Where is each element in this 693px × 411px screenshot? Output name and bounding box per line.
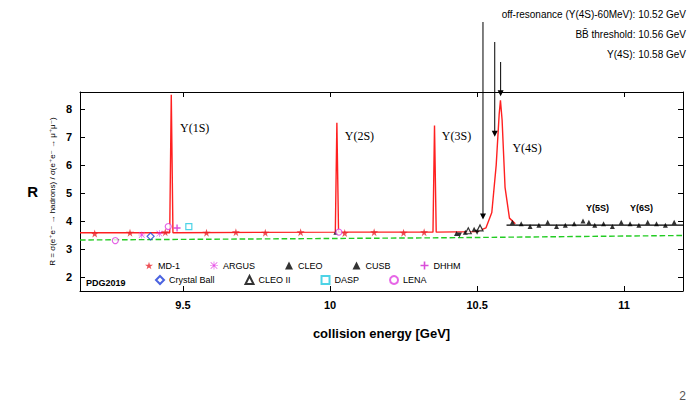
svg-text:DHHM: DHHM (434, 261, 461, 271)
svg-text:Υ(4S): 10.58 GeV: Υ(4S): 10.58 GeV (607, 49, 686, 60)
svg-text:9.5: 9.5 (175, 299, 190, 311)
svg-text:CLEO II: CLEO II (259, 275, 291, 285)
svg-text:5: 5 (66, 187, 72, 199)
svg-text:2: 2 (66, 271, 72, 283)
svg-text:2: 2 (679, 389, 686, 403)
svg-text:Υ(2S): Υ(2S) (345, 129, 374, 143)
svg-text:3: 3 (66, 243, 72, 255)
svg-text:Υ(3S): Υ(3S) (442, 129, 471, 143)
svg-text:LENA: LENA (403, 275, 427, 285)
svg-text:off-resonance (Υ(4S)-60MeV): 1: off-resonance (Υ(4S)-60MeV): 10.52 GeV (502, 9, 687, 20)
svg-text:Υ(4S): Υ(4S) (512, 141, 541, 155)
svg-text:DASP: DASP (335, 275, 360, 285)
svg-text:Υ(6S): Υ(6S) (630, 203, 653, 213)
svg-text:Υ(1S): Υ(1S) (180, 121, 209, 135)
svg-text:R: R (27, 183, 38, 200)
svg-text:11: 11 (618, 299, 630, 311)
svg-text:7: 7 (66, 131, 72, 143)
svg-text:R = σ(e⁺e⁻ → hadrons) / σ(e⁺e⁻: R = σ(e⁺e⁻ → hadrons) / σ(e⁺e⁻ → μ⁺μ⁻) (48, 117, 57, 266)
svg-text:CLEO: CLEO (298, 261, 323, 271)
svg-text:10.5: 10.5 (466, 299, 487, 311)
svg-text:Crystal Ball: Crystal Ball (169, 275, 215, 285)
svg-text:BB̄ threshold: 10.56 GeV: BB̄ threshold: 10.56 GeV (575, 28, 686, 40)
svg-text:ARGUS: ARGUS (223, 261, 255, 271)
svg-text:4: 4 (66, 215, 73, 227)
svg-text:CUSB: CUSB (366, 261, 391, 271)
svg-text:MD-1: MD-1 (158, 261, 180, 271)
svg-text:PDG2019: PDG2019 (86, 278, 126, 288)
svg-text:10: 10 (324, 299, 336, 311)
svg-text:Υ(5S): Υ(5S) (586, 203, 609, 213)
svg-text:collision energy [GeV]: collision energy [GeV] (313, 326, 450, 341)
svg-text:8: 8 (66, 103, 72, 115)
svg-text:6: 6 (66, 159, 72, 171)
